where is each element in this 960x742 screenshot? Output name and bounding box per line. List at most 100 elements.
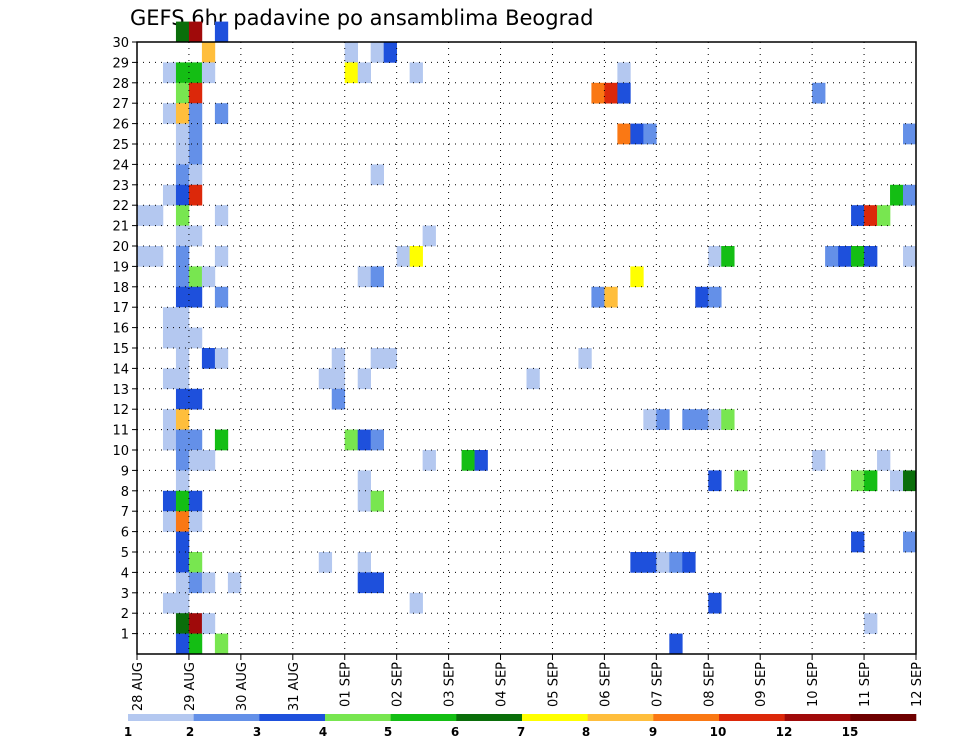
x-tick-label: 09 SEP xyxy=(754,662,769,707)
colorbar-segment xyxy=(390,714,457,721)
heatmap-cell xyxy=(201,42,216,63)
heatmap-cell xyxy=(357,62,371,84)
heatmap-cell xyxy=(188,123,203,145)
y-tick-label: 18 xyxy=(112,281,129,296)
heatmap-cell xyxy=(201,613,216,634)
colorbar-label: 2 xyxy=(186,725,194,739)
heatmap-cell xyxy=(370,490,384,512)
heatmap-cell xyxy=(188,184,203,206)
heatmap-cell xyxy=(175,552,190,573)
heatmap-cell xyxy=(175,348,190,369)
heatmap-cell xyxy=(162,511,177,532)
heatmap-cell xyxy=(357,470,371,492)
heatmap-cell xyxy=(708,286,722,308)
heatmap-cell xyxy=(175,592,190,614)
heatmap-cell xyxy=(201,62,216,84)
heatmap-cell xyxy=(137,205,151,226)
heatmap-cell xyxy=(877,450,891,471)
colorbar-segment xyxy=(719,714,785,721)
colorbar-label: 1 xyxy=(124,725,132,739)
colorbar-label: 9 xyxy=(649,725,657,739)
y-tick-label: 1 xyxy=(121,628,129,643)
heatmap-cell xyxy=(175,633,190,655)
heatmap-cell xyxy=(214,633,229,655)
heatmap-cell xyxy=(318,368,333,390)
heatmap-cell xyxy=(526,368,540,390)
heatmap-cell xyxy=(162,103,177,124)
heatmap-cell xyxy=(188,490,203,512)
heatmap-cell xyxy=(903,184,917,206)
heatmap-cell xyxy=(591,82,605,104)
colorbar-segment xyxy=(193,714,260,721)
heatmap-cell xyxy=(188,633,203,655)
heatmap-cell xyxy=(175,511,190,532)
heatmap-cell xyxy=(175,450,190,471)
heatmap-cell xyxy=(838,246,852,267)
heatmap-cell xyxy=(409,62,423,84)
colorbar-segment xyxy=(522,714,588,721)
heatmap-cell xyxy=(175,82,190,104)
heatmap-cell xyxy=(721,246,735,267)
colorbar-label: 4 xyxy=(319,725,327,739)
y-tick-label: 10 xyxy=(112,444,129,459)
heatmap-cell xyxy=(630,552,644,573)
y-tick-label: 27 xyxy=(112,97,129,112)
heatmap-cell xyxy=(331,368,346,390)
heatmap-cell xyxy=(175,21,190,43)
heatmap-cell xyxy=(708,592,722,614)
x-tick-label: 08 SEP xyxy=(702,662,717,707)
heatmap-cell xyxy=(903,123,917,145)
heatmap-cell xyxy=(214,348,229,369)
heatmap-cell xyxy=(162,307,177,328)
heatmap-cell xyxy=(162,62,177,84)
heatmap-cell xyxy=(175,368,190,390)
heatmap-cell xyxy=(630,266,644,288)
x-tick-label: 05 SEP xyxy=(546,662,561,707)
heatmap-cell xyxy=(656,552,670,573)
heatmap-cell xyxy=(214,205,229,226)
heatmap-cell xyxy=(201,266,216,288)
heatmap-cell xyxy=(214,103,229,124)
heatmap-cell xyxy=(188,327,203,349)
heatmap-cell xyxy=(851,246,865,267)
heatmap-cell xyxy=(357,552,371,573)
colorbar-segment xyxy=(850,714,917,721)
heatmap-cell xyxy=(422,225,436,247)
heatmap-cell xyxy=(175,307,190,328)
heatmap-cell xyxy=(175,246,190,267)
heatmap-cell xyxy=(175,144,190,165)
heatmap-cell xyxy=(162,368,177,390)
heatmap-cell xyxy=(214,246,229,267)
x-tick-label: 28 AUG xyxy=(131,662,146,711)
heatmap-cell xyxy=(175,409,190,430)
heatmap-cell xyxy=(188,103,203,124)
heatmap-cell xyxy=(344,62,359,84)
heatmap-cell xyxy=(591,286,605,308)
heatmap-cell xyxy=(643,552,657,573)
heatmap-cell xyxy=(617,82,631,104)
y-tick-label: 20 xyxy=(112,240,129,255)
heatmap-cell xyxy=(331,348,346,369)
x-tick-label: 06 SEP xyxy=(598,662,613,707)
y-tick-label: 12 xyxy=(112,403,129,418)
heatmap-cell xyxy=(175,286,190,308)
heatmap-cell xyxy=(188,266,203,288)
heatmap-cell xyxy=(188,286,203,308)
heatmap-cell xyxy=(682,552,696,573)
colorbar-segment xyxy=(653,714,720,721)
x-tick-label: 30 AUG xyxy=(235,662,250,711)
heatmap-cell xyxy=(643,123,657,145)
grid-layer xyxy=(137,42,916,654)
y-tick-label: 15 xyxy=(112,342,129,357)
heatmap-cell xyxy=(656,409,670,430)
axis-layer: 1234567891011121314151617181920212223242… xyxy=(112,36,925,711)
heatmap-cell xyxy=(864,470,878,492)
heatmap-cell xyxy=(188,21,203,43)
heatmap-cell xyxy=(734,470,748,492)
heatmap-cell xyxy=(162,184,177,206)
y-tick-label: 24 xyxy=(112,158,129,173)
heatmap-cell xyxy=(370,572,384,594)
y-tick-label: 26 xyxy=(112,118,129,133)
colorbar-label: 8 xyxy=(582,725,590,739)
heatmap-cell xyxy=(695,409,709,430)
